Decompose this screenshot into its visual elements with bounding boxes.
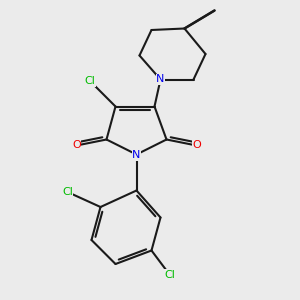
Text: Cl: Cl: [164, 269, 175, 280]
Text: O: O: [192, 140, 201, 151]
Text: Cl: Cl: [62, 187, 73, 197]
Text: N: N: [156, 74, 165, 85]
Text: Cl: Cl: [85, 76, 95, 86]
Text: O: O: [72, 140, 81, 151]
Text: N: N: [132, 150, 141, 160]
